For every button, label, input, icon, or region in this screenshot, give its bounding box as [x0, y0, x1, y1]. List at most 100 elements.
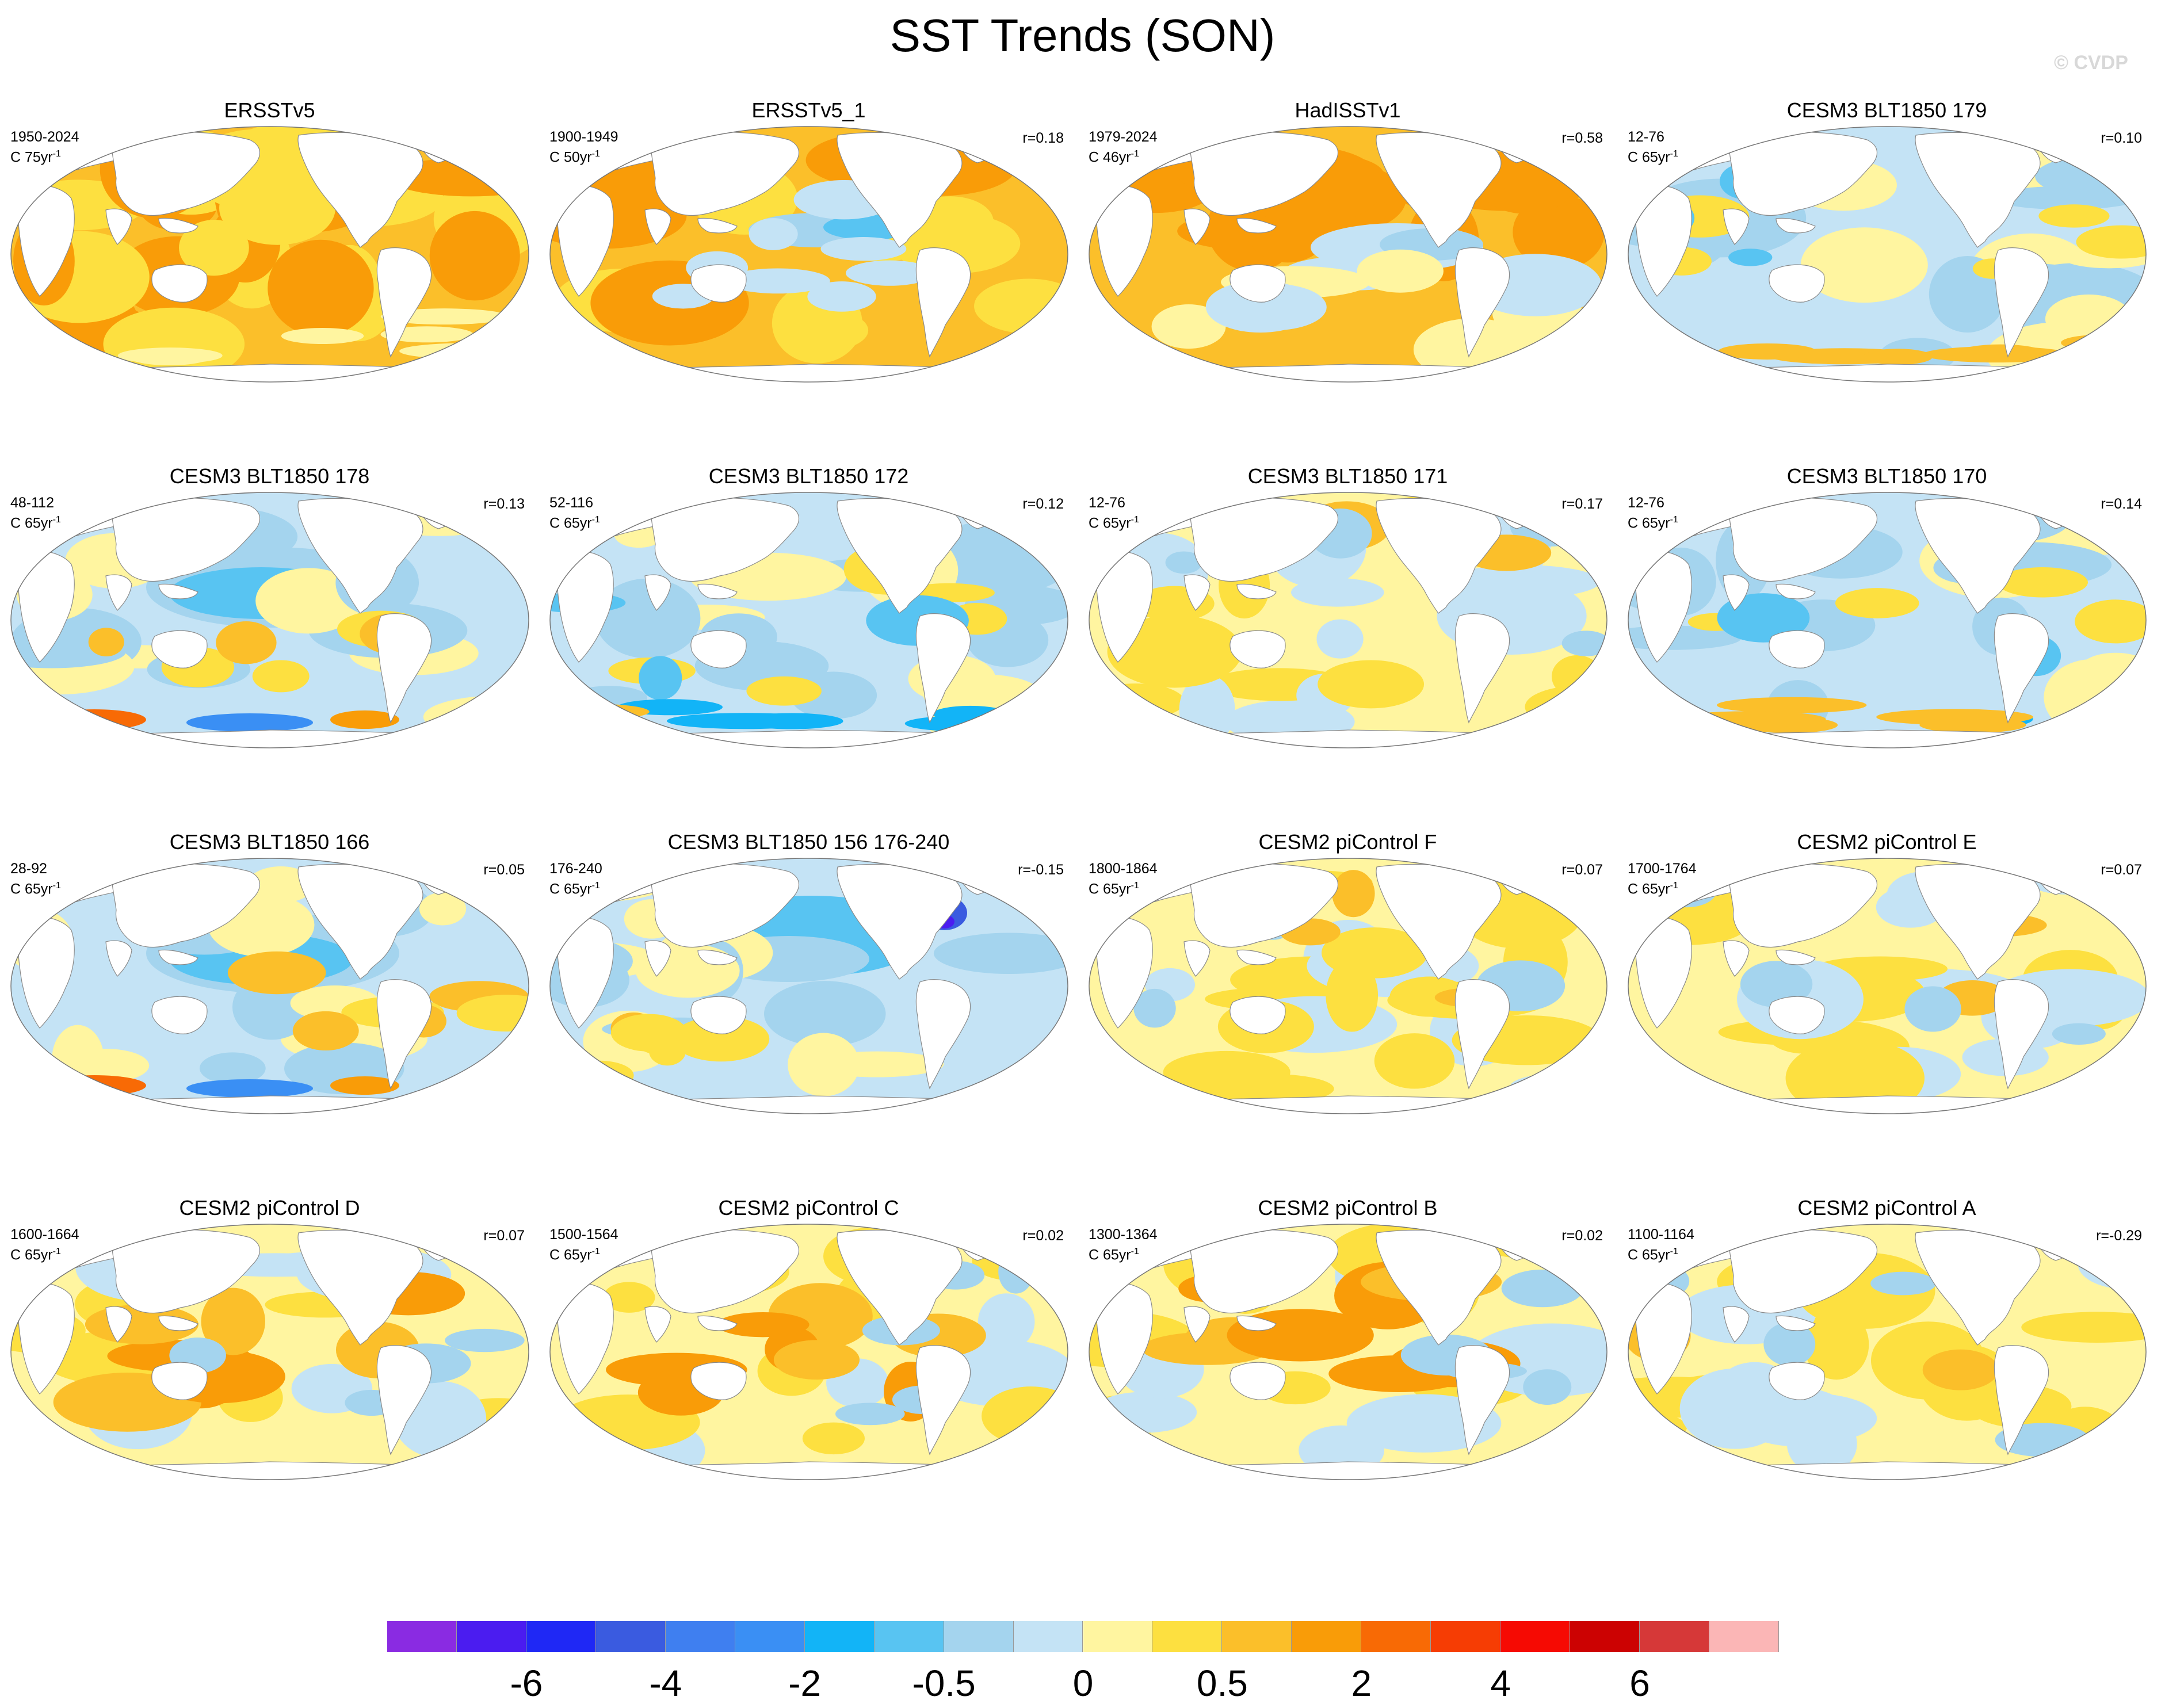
- trend-contour: [330, 710, 399, 729]
- trend-contour: [129, 349, 210, 366]
- trend-contour: [1318, 660, 1425, 709]
- panel-title: CESM2 piControl B: [1258, 1196, 1438, 1220]
- trend-contour: [2075, 599, 2146, 644]
- trend-contour: [1835, 588, 1919, 618]
- colorbar-swatch: [944, 1621, 1014, 1652]
- panel-units: C 65yr-1: [1089, 877, 1139, 897]
- panel-pattern-correlation: r=0.05: [483, 862, 525, 878]
- sst-trend-map: [1628, 126, 2147, 383]
- units-exponent: -1: [1131, 1247, 1139, 1256]
- panel-years: 12-76: [1089, 495, 1125, 511]
- trend-contour: [1800, 227, 1928, 303]
- trend-contour: [456, 995, 529, 1032]
- trend-contour: [846, 260, 934, 286]
- trend-contour: [255, 568, 362, 634]
- trend-contour: [1717, 343, 1817, 360]
- panel-units-text: C 50yr: [549, 149, 592, 166]
- colorbar-swatch: [1570, 1621, 1640, 1652]
- panel-years: 1950-2024: [10, 129, 79, 145]
- trend-contour: [639, 656, 682, 700]
- trend-contour: [330, 1076, 399, 1095]
- units-exponent: -1: [1131, 515, 1139, 525]
- trend-contour: [1742, 1393, 1877, 1444]
- map-panel: CESM2 piControl D 1600-1664 C 65yr-1 r=0.07: [0, 1098, 539, 1480]
- panel-units: C 50yr-1: [549, 146, 600, 166]
- trend-contour: [1958, 344, 2044, 361]
- units-exponent: -1: [591, 515, 600, 525]
- sst-trend-map: [1089, 1224, 1607, 1480]
- map-panel: CESM2 piControl C 1500-1564 C 65yr-1 r=0.02: [539, 1098, 1078, 1480]
- trend-contour: [1740, 961, 1813, 1008]
- panel-units: C 65yr-1: [549, 877, 600, 897]
- colorbar-tick-label: 6: [1629, 1663, 1650, 1704]
- map-panel: CESM3 BLT1850 178 48-112 C 65yr-1 r=0.13: [0, 366, 539, 748]
- trend-contour: [595, 578, 701, 659]
- colorbar-tick-label: -4: [649, 1663, 682, 1704]
- units-exponent: -1: [591, 881, 600, 891]
- trend-contour: [1165, 551, 1202, 574]
- units-exponent: -1: [52, 149, 61, 159]
- trend-contour: [648, 1037, 686, 1066]
- trend-contour: [199, 1052, 266, 1084]
- colorbar-swatch: [1431, 1621, 1501, 1652]
- trend-contour: [773, 1340, 860, 1380]
- colorbar-swatch: [1361, 1621, 1431, 1652]
- trend-contour: [1673, 711, 1826, 728]
- trend-contour: [603, 1282, 655, 1313]
- panel-pattern-correlation: r=0.02: [1022, 1228, 1064, 1244]
- colorbar-tick-label: 4: [1490, 1663, 1511, 1704]
- map-outline: [10, 1224, 529, 1480]
- sst-trend-map: [549, 858, 1068, 1114]
- units-exponent: -1: [1670, 1247, 1678, 1256]
- panel-units-text: C 65yr: [549, 1247, 592, 1263]
- trend-contour: [1501, 1269, 1584, 1308]
- map-panel: CESM3 BLT1850 171 12-76 C 65yr-1 r=0.17: [1078, 366, 1617, 748]
- panel-pattern-correlation: r=0.18: [1022, 130, 1064, 146]
- trend-contour: [1717, 697, 1867, 713]
- panel-title: ERSSTv5_1: [751, 98, 866, 122]
- trend-contour: [1561, 631, 1607, 656]
- panel-units-text: C 65yr: [10, 881, 53, 897]
- sst-trend-map: [10, 858, 529, 1114]
- panel-title: CESM3 BLT1850 179: [1786, 98, 1987, 122]
- panel-title: ERSSTv5: [224, 98, 315, 122]
- colorbar-tick-label: 2: [1351, 1663, 1372, 1704]
- colorbar-swatch: [1500, 1621, 1571, 1652]
- panel-pattern-correlation: r=0.17: [1561, 496, 1603, 512]
- panel-units-text: C 65yr: [549, 515, 592, 532]
- trend-contour: [43, 1075, 146, 1096]
- colorbar-tick-label: -0.5: [912, 1663, 976, 1704]
- map-outline: [10, 858, 529, 1114]
- panel-units: C 65yr-1: [1628, 877, 1678, 897]
- trend-contour: [1863, 349, 1933, 365]
- sst-trend-map: [549, 1224, 1068, 1480]
- units-exponent: -1: [1131, 149, 1139, 159]
- colorbar-swatch: [1292, 1621, 1362, 1652]
- trend-contour: [1922, 1349, 1999, 1390]
- map-panel: CESM2 piControl F 1800-1864 C 65yr-1 r=0.07: [1078, 732, 1617, 1114]
- units-exponent: -1: [1670, 515, 1678, 525]
- panel-units: C 75yr-1: [10, 146, 61, 166]
- panel-years: 1979-2024: [1089, 129, 1158, 145]
- panel-units-text: C 65yr: [1089, 515, 1131, 532]
- colorbar-tick-label: -6: [510, 1663, 543, 1704]
- trend-contour: [186, 713, 313, 732]
- panel-title: HadISSTv1: [1295, 98, 1401, 122]
- panel-title: CESM3 BLT1850 171: [1247, 464, 1448, 488]
- colorbar-swatch: [1222, 1621, 1292, 1652]
- units-exponent: -1: [52, 515, 61, 525]
- trend-contour: [749, 218, 798, 250]
- units-exponent: -1: [52, 881, 61, 891]
- trend-contour: [788, 1033, 860, 1096]
- units-exponent: -1: [1670, 149, 1678, 159]
- colorbar-swatch: [665, 1621, 735, 1652]
- panel-pattern-correlation: r=0.12: [1022, 496, 1064, 512]
- panel-units-text: C 65yr: [1628, 1247, 1670, 1263]
- trend-contour: [835, 1403, 905, 1426]
- map-outline: [1089, 858, 1607, 1114]
- panel-years: 52-116: [549, 495, 593, 511]
- trend-contour: [227, 951, 326, 995]
- panel-years: 12-76: [1628, 495, 1664, 511]
- map-outline: [1089, 126, 1607, 383]
- panel-pattern-correlation: r=0.02: [1561, 1228, 1603, 1244]
